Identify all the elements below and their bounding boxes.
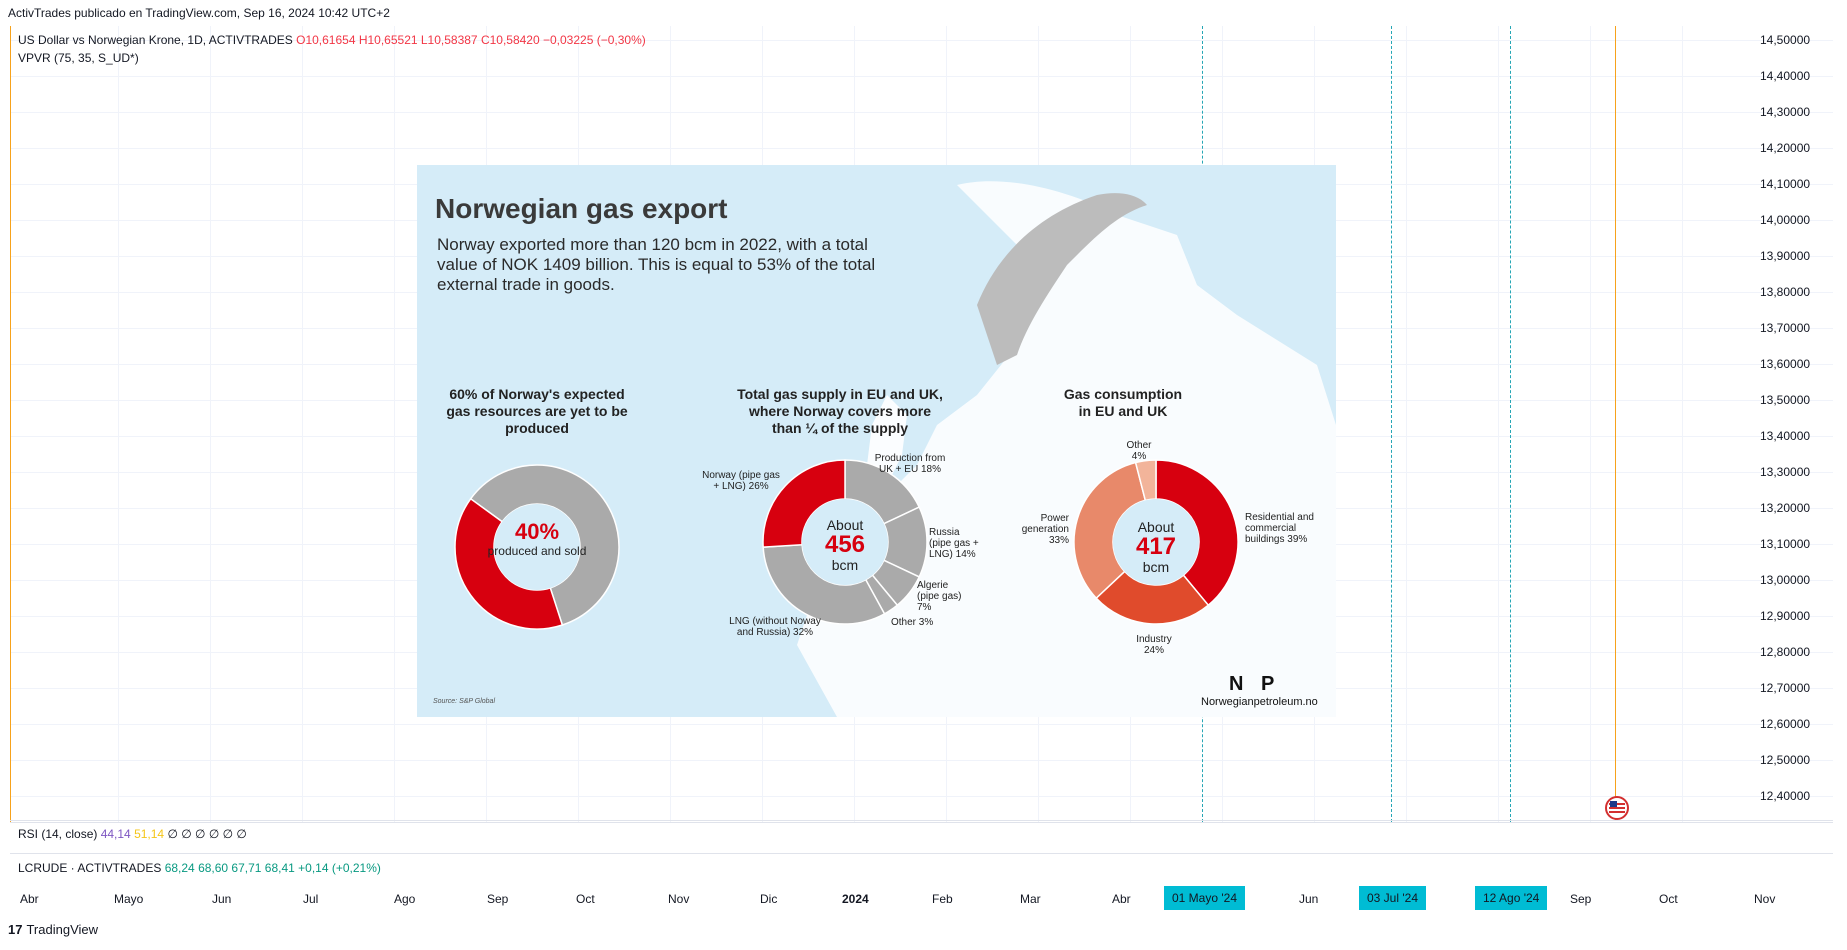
chart3-about: About <box>1138 519 1175 535</box>
infographic-title: Norwegian gas export <box>435 193 728 224</box>
time-label: Jul <box>303 892 319 906</box>
infographic-subtitle: Norway exported more than 120 bcm in 202… <box>437 235 876 294</box>
time-label: Abr <box>20 892 39 906</box>
chart3-unit: bcm <box>1143 559 1169 575</box>
session-start-line <box>10 26 11 822</box>
price-label: 14,00000 <box>1760 213 1811 227</box>
time-label: Ago <box>394 892 416 906</box>
time-badge-may[interactable]: 01 Mayo '24 <box>1164 886 1245 910</box>
chart1-title: 60% of Norway's expected gas resources a… <box>446 386 628 436</box>
label-other2: Other 3% <box>891 617 934 628</box>
time-label: Dic <box>760 892 778 906</box>
price-label: 12,80000 <box>1760 645 1811 659</box>
price-label: 13,50000 <box>1760 393 1811 407</box>
price-label: 13,00000 <box>1760 573 1811 587</box>
vpvr-legend[interactable]: VPVR (75, 35, S_UD*) <box>18 51 139 65</box>
lcrude-legend[interactable]: LCRUDE · ACTIVTRADES 68,24 68,60 67,71 6… <box>18 861 381 875</box>
time-label: Mayo <box>114 892 144 906</box>
rsi-rest: ∅ ∅ ∅ ∅ ∅ ∅ <box>167 827 247 841</box>
price-label: 12,90000 <box>1760 609 1811 623</box>
time-label: Jun <box>212 892 232 906</box>
price-label: 14,40000 <box>1760 69 1811 83</box>
price-label: 13,40000 <box>1760 429 1811 443</box>
time-badge-aug[interactable]: 12 Ago '24 <box>1475 886 1548 910</box>
footer-brand: TradingView <box>26 922 99 937</box>
price-label: 12,60000 <box>1760 717 1811 731</box>
price-label: 13,10000 <box>1760 537 1811 551</box>
price-label: 12,40000 <box>1760 789 1811 803</box>
chart2-value: 456 <box>825 531 865 558</box>
time-label: Nov <box>1754 892 1776 906</box>
time-axis[interactable]: NovOctSepAJunAbrMarFeb2024DicNovOctSepAg… <box>10 882 1833 912</box>
site-url: Norwegianpetroleum.no <box>1201 696 1318 708</box>
time-label: Nov <box>668 892 690 906</box>
label-norway: Norway (pipe gas + LNG) 26% <box>702 470 780 492</box>
chart3-value: 417 <box>1136 533 1176 560</box>
chart3-title: Gas consumption in EU and UK <box>1063 386 1183 419</box>
label-industry: Industry 24% <box>1136 634 1172 656</box>
symbol-legend[interactable]: US Dollar vs Norwegian Krone, 1D, ACTIVT… <box>18 33 646 47</box>
chart1-caption: produced and sold <box>488 544 587 558</box>
price-label: 12,50000 <box>1760 753 1811 767</box>
time-label: 2024 <box>842 892 869 906</box>
time-label: Sep <box>487 892 509 906</box>
rsi-ma-value: 51,14 <box>134 827 165 841</box>
price-label: 13,60000 <box>1760 357 1811 371</box>
price-label: 12,70000 <box>1760 681 1811 695</box>
time-label: Feb <box>932 892 953 906</box>
label-residential: Residential and commercial buildings 39% <box>1245 512 1314 545</box>
time-label: Abr <box>1112 892 1131 906</box>
source-note: Source: S&P Global <box>433 698 495 705</box>
chart2-unit: bcm <box>832 557 858 573</box>
chart1-percent: 40% <box>515 519 559 544</box>
lcrude-values: 68,24 68,60 67,71 68,41 +0,14 (+0,21%) <box>164 861 381 875</box>
time-label: Mar <box>1020 892 1041 906</box>
time-label: Sep <box>1570 892 1592 906</box>
lcrude-label: LCRUDE · ACTIVTRADES <box>18 861 162 875</box>
chart2-title: Total gas supply in EU and UK, where Nor… <box>737 386 943 436</box>
publisher-header: ActivTrades publicado en TradingView.com… <box>8 6 390 20</box>
time-badge-jul[interactable]: 03 Jul '24 <box>1359 886 1426 910</box>
price-label: 14,10000 <box>1760 177 1811 191</box>
ohlc-values: O10,61654 H10,65521 L10,58387 C10,58420 … <box>296 33 646 47</box>
label-lng: LNG (without Noway and Russia) 32% <box>729 616 821 638</box>
time-label: Jun <box>1299 892 1319 906</box>
price-label: 14,30000 <box>1760 105 1811 119</box>
time-label: Oct <box>576 892 595 906</box>
chart2-about: About <box>827 517 864 533</box>
label-other3: Other 4% <box>1126 440 1152 462</box>
label-production: Production from UK + EU 18% <box>874 453 946 475</box>
price-label: 14,50000 <box>1760 33 1811 47</box>
date-line-jul[interactable] <box>1391 26 1392 822</box>
label-power: Power generation 33% <box>1021 513 1069 546</box>
time-label: Oct <box>1659 892 1678 906</box>
rsi-label: RSI (14, close) <box>18 827 98 841</box>
label-russia: Russia (pipe gas + LNG) 14% <box>929 527 979 560</box>
rsi-value: 44,14 <box>100 827 131 841</box>
date-line-aug[interactable] <box>1510 26 1511 822</box>
vertical-marker-line[interactable] <box>1615 26 1616 820</box>
label-algerie: Algerie (pipe gas) 7% <box>917 580 962 613</box>
price-label: 13,20000 <box>1760 501 1811 515</box>
donut-charts: 40%produced and soldAbout456bcmAbout417b… <box>454 459 1239 630</box>
price-label: 13,80000 <box>1760 285 1811 299</box>
price-label: 13,30000 <box>1760 465 1811 479</box>
rsi-legend[interactable]: RSI (14, close) 44,14 51,14 ∅ ∅ ∅ ∅ ∅ ∅ <box>18 827 247 841</box>
symbol-name: US Dollar vs Norwegian Krone, 1D, ACTIVT… <box>18 33 293 47</box>
tradingview-logo-icon: 17 <box>8 922 23 937</box>
us-flag-icon[interactable] <box>1605 796 1629 820</box>
price-label: 14,20000 <box>1760 141 1811 155</box>
price-label: 13,70000 <box>1760 321 1811 335</box>
np-logo: N P <box>1229 673 1281 695</box>
footer[interactable]: 17 TradingView <box>8 922 98 937</box>
price-label: 13,90000 <box>1760 249 1811 263</box>
infographic-image: Norwegian gas export Norway exported mor… <box>417 165 1336 717</box>
